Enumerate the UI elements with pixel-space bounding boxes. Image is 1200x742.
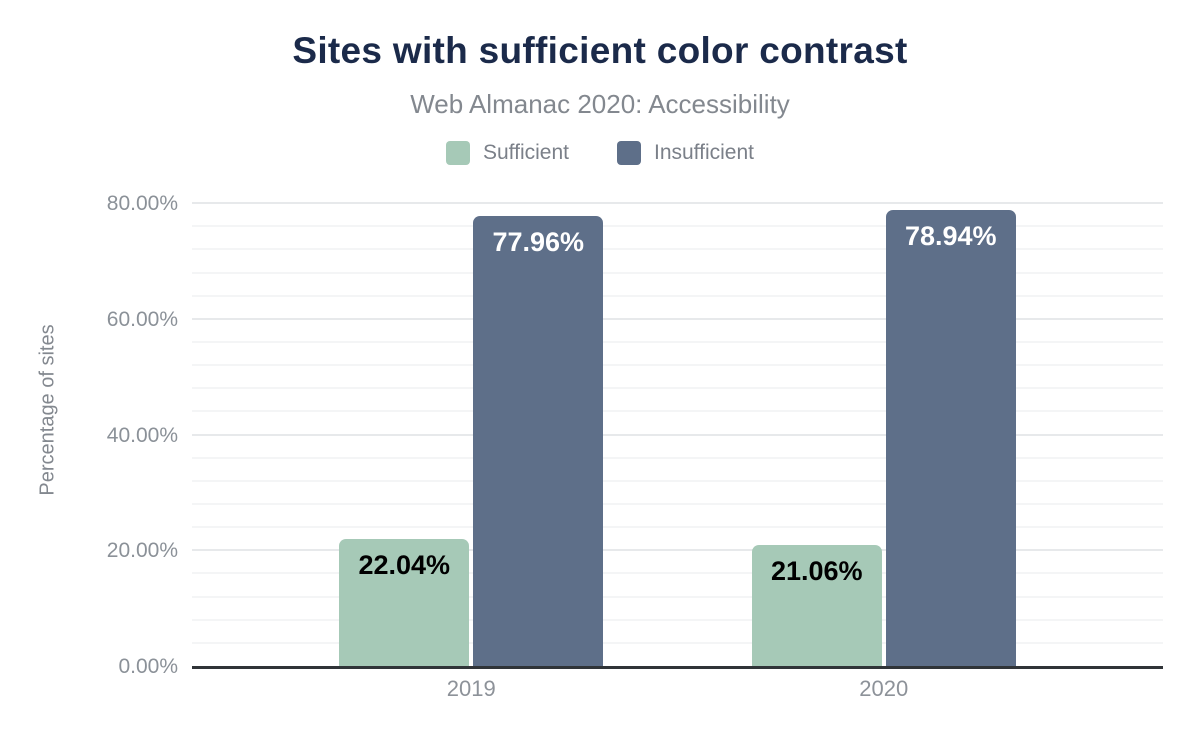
y-axis-tick-labels: 0.00% 20.00% 40.00% 60.00% 80.00% <box>0 181 178 678</box>
legend-swatch-sufficient <box>445 141 470 165</box>
minor-gridline <box>192 410 1163 413</box>
x-axis-label-2019: 2019 <box>446 676 496 701</box>
y-tick-label: 60.00% <box>106 307 178 331</box>
minor-gridline <box>192 364 1163 367</box>
minor-gridline <box>192 225 1163 228</box>
minor-gridline <box>192 641 1163 644</box>
bar-value-label: 77.96% <box>492 226 585 257</box>
major-gridline <box>192 202 1163 205</box>
y-tick-label: 0.00% <box>118 655 178 678</box>
plot-area: 22.04% 77.96% 21.06% 78.94% <box>192 181 1163 669</box>
minor-gridline <box>192 248 1163 251</box>
legend: Sufficient Insufficient <box>0 141 1200 165</box>
bar-group-2020: 21.06% 78.94% <box>678 181 1091 667</box>
minor-gridline <box>192 572 1163 575</box>
x-axis-labels: 2019 2020 <box>265 676 1090 702</box>
minor-gridline <box>192 526 1163 529</box>
y-tick-label: 80.00% <box>106 192 178 216</box>
legend-item-sufficient: Sufficient <box>445 141 569 165</box>
bar-insufficient-2019[interactable]: 77.96% <box>473 215 604 667</box>
legend-swatch-insufficient <box>616 141 641 165</box>
minor-gridline <box>192 294 1163 297</box>
bar-value-label: 78.94% <box>904 221 997 252</box>
bar-group-2019: 22.04% 77.96% <box>265 181 678 667</box>
minor-gridline <box>192 387 1163 390</box>
minor-gridline <box>192 456 1163 459</box>
legend-item-insufficient: Insufficient <box>616 141 754 165</box>
minor-gridline <box>192 595 1163 598</box>
minor-gridline <box>192 341 1163 344</box>
bar-value-label: 21.06% <box>770 556 863 587</box>
y-tick-label: 20.00% <box>106 539 178 563</box>
chart-title: Sites with sufficient color contrast <box>292 30 908 71</box>
minor-gridline <box>192 618 1163 621</box>
bar-insufficient-2020[interactable]: 78.94% <box>885 210 1016 667</box>
legend-label: Sufficient <box>482 141 569 164</box>
major-gridline <box>192 549 1163 552</box>
minor-gridline <box>192 479 1163 482</box>
major-gridline <box>192 433 1163 436</box>
bar-sufficient-2020[interactable]: 21.06% <box>751 545 882 667</box>
minor-gridline <box>192 503 1163 506</box>
x-axis-label-2020: 2020 <box>859 676 909 701</box>
y-tick-label: 40.00% <box>106 423 178 447</box>
minor-gridline <box>192 271 1163 274</box>
bar-sufficient-2019[interactable]: 22.04% <box>339 539 470 667</box>
bar-groups: 22.04% 77.96% 21.06% 78.94% <box>192 181 1163 667</box>
chart-subtitle: Web Almanac 2020: Accessibility <box>410 89 790 119</box>
major-gridline <box>192 317 1163 320</box>
x-axis-line <box>192 666 1163 669</box>
legend-label: Insufficient <box>653 141 754 164</box>
bar-value-label: 22.04% <box>358 550 451 581</box>
